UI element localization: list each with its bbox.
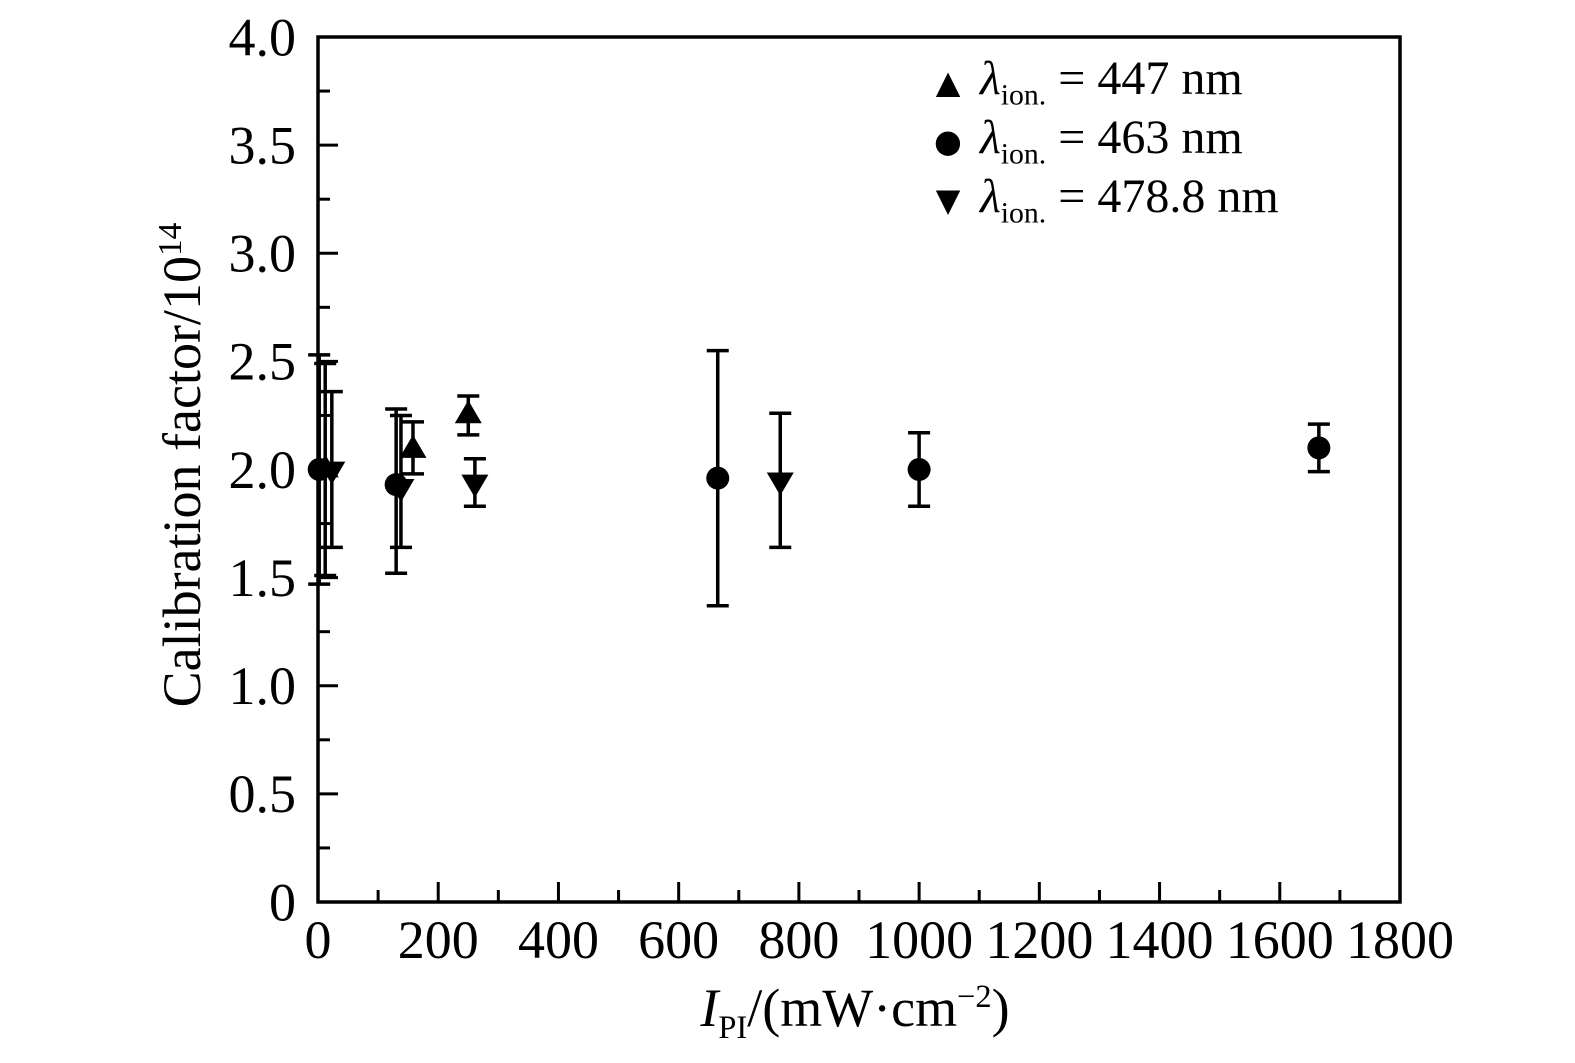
y-tick-label: 2.5 bbox=[229, 332, 297, 392]
y-tick-label: 0.5 bbox=[229, 764, 297, 824]
data-point-triangle-down bbox=[387, 478, 415, 502]
x-tick-label: 1400 bbox=[1106, 910, 1214, 970]
x-axis-title-exponent: −2 bbox=[957, 979, 992, 1016]
x-tick-label: 0 bbox=[305, 910, 332, 970]
x-tick-label: 1000 bbox=[865, 910, 973, 970]
y-tick-label: 1.5 bbox=[229, 548, 297, 608]
y-axis-title-text: Calibration factor/10 bbox=[152, 256, 212, 708]
y-tick-label: 4.0 bbox=[229, 7, 297, 67]
legend-label-478nm: λion. = 478.8 nm bbox=[980, 169, 1279, 230]
triangle-up-icon: ▲ bbox=[935, 62, 961, 101]
x-tick-label: 1200 bbox=[985, 910, 1093, 970]
data-point-circle bbox=[907, 458, 931, 481]
y-tick-label: 0 bbox=[269, 872, 296, 932]
x-axis-title-close: ) bbox=[991, 978, 1010, 1039]
x-tick-label: 600 bbox=[638, 910, 719, 970]
x-tick-label: 800 bbox=[758, 910, 839, 970]
data-point-circle bbox=[1307, 436, 1331, 460]
data-point-triangle-up bbox=[399, 434, 427, 458]
y-tick-label: 1.0 bbox=[229, 656, 297, 716]
data-point-triangle-down bbox=[461, 474, 489, 498]
legend-item-463nm: ● λion. = 463 nm bbox=[928, 110, 1279, 171]
legend-label-447nm: λion. = 447 nm bbox=[980, 51, 1243, 112]
x-tick-label: 1600 bbox=[1226, 910, 1334, 970]
triangle-down-icon: ▼ bbox=[935, 180, 961, 219]
legend: ▲ λion. = 447 nm ● λion. = 463 nm ▼ λion. =… bbox=[928, 51, 1279, 230]
x-axis-title: IPI/(mW·cm−2) bbox=[700, 977, 1009, 1047]
data-point-circle bbox=[706, 466, 730, 490]
y-axis-title: Calibration factor/1014 bbox=[151, 223, 213, 708]
y-tick-label: 3.0 bbox=[229, 224, 297, 284]
x-tick-label: 400 bbox=[518, 910, 599, 970]
y-axis-title-exponent: 14 bbox=[152, 222, 189, 257]
legend-item-447nm: ▲ λion. = 447 nm bbox=[928, 51, 1279, 112]
circle-icon: ● bbox=[934, 121, 962, 160]
x-axis-title-units: /(mW·cm bbox=[747, 978, 958, 1039]
x-axis-title-subscript: PI bbox=[718, 1009, 748, 1046]
data-point-triangle-up bbox=[454, 400, 482, 424]
y-tick-label: 3.5 bbox=[229, 115, 297, 175]
x-tick-label: 1800 bbox=[1346, 910, 1454, 970]
data-point-triangle-down bbox=[766, 472, 794, 496]
x-axis-title-symbol: I bbox=[700, 978, 719, 1039]
y-tick-label: 2.0 bbox=[229, 440, 297, 500]
data-point-triangle-down bbox=[318, 461, 346, 485]
x-tick-label: 200 bbox=[398, 910, 479, 970]
legend-item-478nm: ▼ λion. = 478.8 nm bbox=[928, 169, 1279, 230]
legend-label-463nm: λion. = 463 nm bbox=[980, 110, 1243, 171]
